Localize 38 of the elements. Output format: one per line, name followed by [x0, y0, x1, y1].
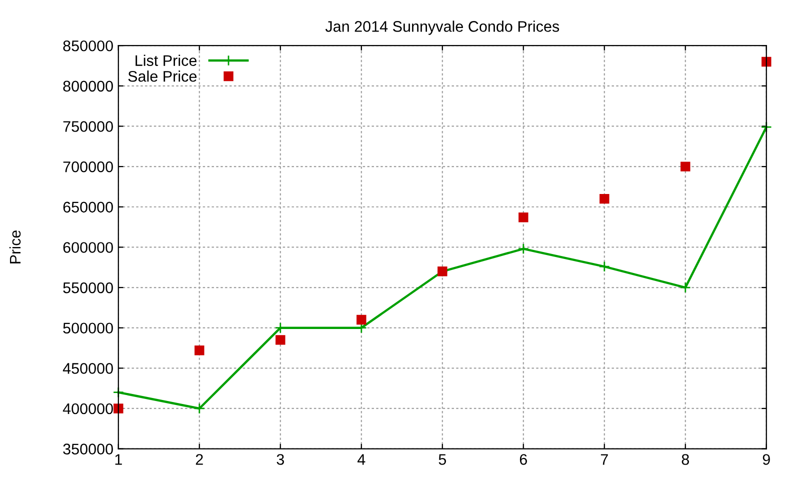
x-tick-label: 3	[276, 454, 284, 465]
point	[194, 402, 205, 414]
y-tick-label: 750000	[63, 121, 113, 132]
y-tick-label: 850000	[63, 40, 113, 52]
x-tick-label: 2	[196, 454, 203, 465]
point	[276, 335, 286, 345]
x-tick-label: 5	[438, 454, 446, 465]
y-tick-label: 350000	[63, 444, 113, 454]
x-tick-label: 8	[682, 454, 689, 465]
x-tick-label: 1	[115, 454, 122, 465]
point	[518, 212, 528, 222]
point	[194, 346, 204, 356]
x-tick-label: 4	[358, 454, 366, 465]
point	[760, 121, 772, 133]
legend-label: Sale Price	[128, 70, 197, 82]
x-tick-label: 6	[520, 454, 527, 465]
y-tick-label: 400000	[62, 403, 113, 414]
x-tick-label: 9	[762, 454, 770, 465]
chart-title: Jan 2014 Sunnyvale Condo Prices	[325, 20, 560, 35]
point	[114, 404, 124, 414]
y-tick-label: 650000	[63, 202, 113, 213]
point	[356, 314, 366, 325]
y-tick-label: 500000	[63, 322, 113, 334]
x-tick-label: 7	[600, 454, 608, 465]
point	[680, 162, 690, 172]
point	[762, 56, 772, 67]
point	[112, 386, 124, 398]
y-tick-label: 600000	[63, 242, 113, 253]
point	[600, 194, 610, 204]
legend-label: List Price	[136, 54, 197, 66]
y-tick-label: 450000	[62, 363, 113, 374]
y-tick-label: 800000	[63, 80, 113, 92]
y-tick-label: 550000	[63, 282, 113, 294]
point	[680, 282, 691, 294]
y-axis-title: Price	[9, 230, 21, 264]
point	[518, 243, 529, 254]
point	[598, 261, 610, 272]
y-tick-label: 700000	[63, 161, 113, 172]
